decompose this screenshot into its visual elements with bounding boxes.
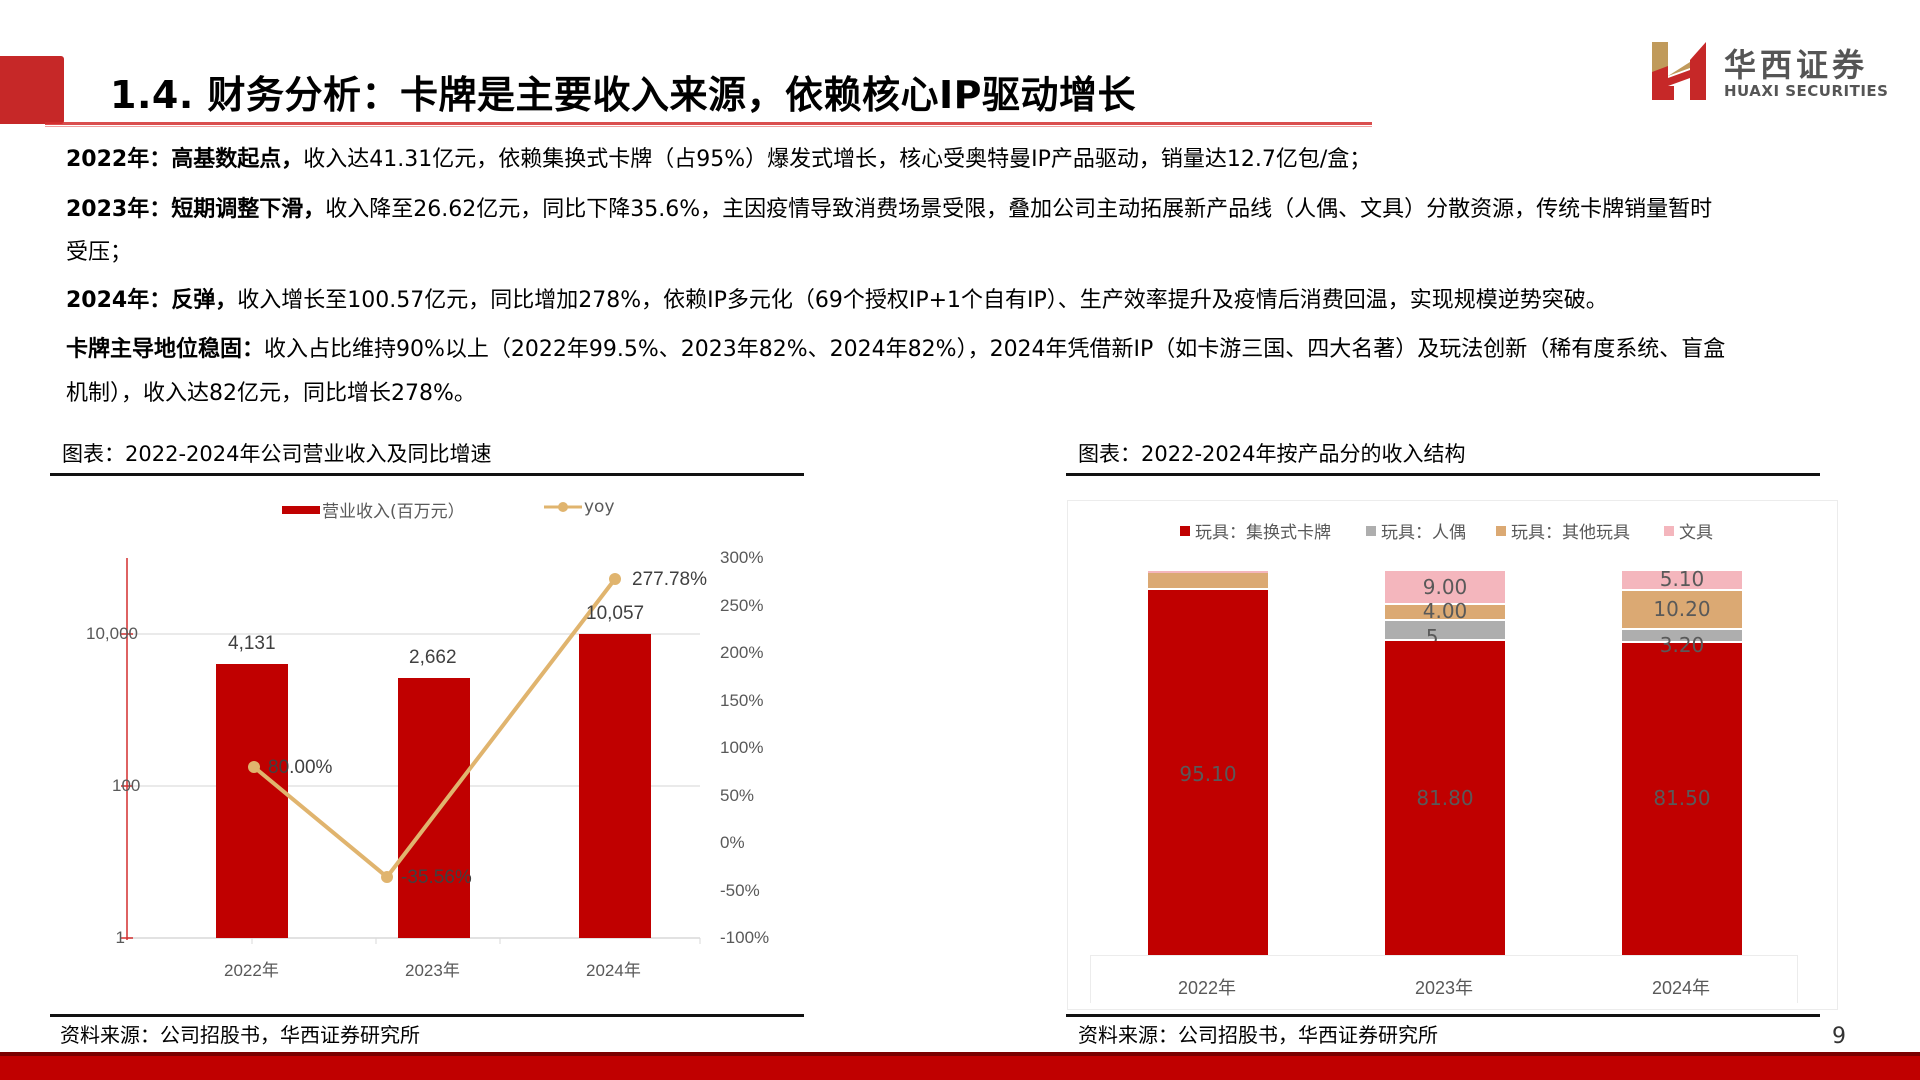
seg-label-2024-cards: 81.50 bbox=[1653, 786, 1711, 810]
seg-label-2024-stationery: 5.10 bbox=[1659, 567, 1705, 591]
paragraph-2022: 2022年：高基数起点，收入达41.31亿元，依赖集换式卡牌（占95%）爆发式增… bbox=[66, 147, 1371, 173]
seg-label-2022-cards: 95.10 bbox=[1179, 762, 1237, 786]
right-axis-tick: 200% bbox=[720, 643, 764, 662]
title-accent-block bbox=[0, 56, 64, 124]
legend-figures-label: 玩具：人偶 bbox=[1381, 523, 1466, 543]
right-axis-tick: -50% bbox=[720, 881, 760, 900]
bar-label-2023: 2,662 bbox=[409, 647, 457, 668]
right-axis-tick: 0% bbox=[720, 833, 745, 852]
right-axis-tick: -100% bbox=[720, 928, 770, 947]
legend-cards-swatch-icon bbox=[1180, 525, 1190, 536]
left-legend-revenue: 营业收入(百万元） bbox=[282, 497, 465, 522]
paragraph-2023-text: 收入降至26.62亿元，同比下降35.6%，主因疫情导致消费场景受限，叠加公司主… bbox=[325, 197, 1713, 222]
left-axis-tick: 10,000 bbox=[86, 624, 138, 643]
legend-figures-swatch-icon bbox=[1366, 525, 1376, 536]
paragraph-2023-heading: 2023年：短期调整下滑， bbox=[66, 197, 326, 222]
right-chart-frame bbox=[1067, 500, 1838, 1010]
seg-label-2024-figures: 3.20 bbox=[1659, 633, 1705, 657]
right-axis-tick: 250% bbox=[720, 596, 764, 615]
bar-2023 bbox=[398, 678, 470, 938]
paragraph-2023: 2023年：短期调整下滑，收入降至26.62亿元，同比下降35.6%，主因疫情导… bbox=[66, 197, 1712, 223]
legend-bar-swatch-icon bbox=[282, 505, 320, 514]
seg-label-2023-cards: 81.80 bbox=[1416, 786, 1474, 810]
paragraph-cards: 卡牌主导地位稳固：收入占比维持90%以上（2022年99.5%、2023年82%… bbox=[66, 337, 1725, 363]
logo-english-text: HUAXI SECURITIES bbox=[1724, 82, 1889, 100]
left-chart-bottom-rule bbox=[50, 1014, 804, 1017]
left-legend-yoy: yoy bbox=[544, 497, 615, 517]
right-axis-tick: 50% bbox=[720, 786, 755, 805]
stack-2022: 95.10 bbox=[1148, 571, 1268, 955]
right-legend-figures: 玩具：人偶 bbox=[1366, 518, 1466, 543]
huaxi-logo: 华西证券 HUAXI SECURITIES bbox=[1650, 40, 1890, 104]
paragraph-cards-cont: 机制），收入达82亿元，同比增长278%。 bbox=[66, 381, 476, 406]
bar-2024 bbox=[579, 634, 651, 938]
logo-chinese-text: 华西证券 bbox=[1724, 46, 1869, 84]
footer-band bbox=[0, 1052, 1920, 1080]
legend-stationery-swatch-icon bbox=[1664, 525, 1674, 536]
right-x-tick: 2022年 bbox=[1178, 978, 1237, 998]
left-chart-caption: 图表：2022-2024年公司营业收入及同比增速 bbox=[62, 442, 492, 466]
page-title: 1.4. 财务分析：卡牌是主要收入来源，依赖核心IP驱动增长 bbox=[110, 73, 1136, 117]
left-axis-tick: 1 bbox=[115, 928, 125, 947]
right-chart-bottom-rule bbox=[1066, 1014, 1820, 1017]
seg-label-2023-stationery: 9.00 bbox=[1422, 575, 1468, 599]
left-chart-source: 资料来源：公司招股书，华西证券研究所 bbox=[60, 1023, 420, 1047]
yoy-label-2022: 80.00% bbox=[268, 757, 333, 778]
right-axis-tick: 150% bbox=[720, 691, 764, 710]
left-x-tick: 2024年 bbox=[586, 961, 641, 980]
bar-label-2022: 4,131 bbox=[228, 633, 276, 654]
yoy-label-2024: 277.78% bbox=[632, 569, 708, 590]
yoy-label-2023: -35.56% bbox=[401, 867, 472, 888]
seg-label-2024-other: 10.20 bbox=[1653, 597, 1711, 621]
right-chart-top-rule bbox=[1066, 473, 1820, 476]
legend-cards-label: 玩具：集换式卡牌 bbox=[1195, 523, 1331, 543]
stack-2024: 5.10 10.20 3.20 81.50 bbox=[1622, 567, 1742, 955]
legend-revenue-label: 营业收入(百万元） bbox=[322, 502, 465, 522]
huaxi-h-icon bbox=[1652, 42, 1706, 100]
bar-label-2024: 10,057 bbox=[586, 603, 645, 624]
stack-2023: 9.00 4.00 5.... 81.80 bbox=[1385, 571, 1505, 955]
legend-yoy-label: yoy bbox=[584, 497, 615, 517]
right-legend-cards: 玩具：集换式卡牌 bbox=[1180, 518, 1331, 543]
bar-2022 bbox=[216, 664, 288, 938]
right-legend-other-toys: 玩具：其他玩具 bbox=[1496, 518, 1630, 543]
paragraph-2024-heading: 2024年：反弹， bbox=[66, 288, 238, 313]
page-number: 9 bbox=[1832, 1024, 1846, 1049]
right-x-tick: 2023年 bbox=[1415, 978, 1474, 998]
seg-label-2023-other: 4.00 bbox=[1422, 599, 1468, 623]
paragraph-2022-text: 收入达41.31亿元，依赖集换式卡牌（占95%）爆发式增长，核心受奥特曼IP产品… bbox=[303, 147, 1372, 172]
paragraph-2023-cont: 受压； bbox=[66, 240, 133, 265]
right-chart-source: 资料来源：公司招股书，华西证券研究所 bbox=[1078, 1023, 1438, 1047]
paragraph-2024-text: 收入增长至100.57亿元，同比增加278%，依赖IP多元化（69个授权IP+1… bbox=[237, 288, 1608, 313]
left-chart-plot bbox=[121, 558, 701, 944]
right-x-tick: 2024年 bbox=[1652, 978, 1711, 998]
left-x-tick: 2023年 bbox=[405, 961, 460, 980]
title-underline bbox=[45, 122, 1372, 125]
legend-line-swatch-icon bbox=[544, 502, 582, 512]
right-legend-stationery: 文具 bbox=[1664, 518, 1713, 543]
legend-stationery-label: 文具 bbox=[1679, 523, 1713, 543]
left-chart-top-rule bbox=[50, 473, 804, 476]
left-x-tick: 2022年 bbox=[224, 961, 279, 980]
right-chart-axis-frame bbox=[1090, 955, 1798, 1003]
paragraph-cards-text: 收入占比维持90%以上（2022年99.5%、2023年82%、2024年82%… bbox=[264, 337, 1726, 362]
paragraph-2022-heading: 2022年：高基数起点， bbox=[66, 147, 304, 172]
paragraph-cards-heading: 卡牌主导地位稳固： bbox=[66, 337, 265, 362]
left-axis-tick: 100 bbox=[112, 776, 141, 795]
title-underline-thin bbox=[45, 126, 1372, 127]
right-chart-caption: 图表：2022-2024年按产品分的收入结构 bbox=[1078, 442, 1466, 466]
right-axis-tick: 100% bbox=[720, 738, 764, 757]
right-axis-tick: 300% bbox=[720, 548, 764, 567]
paragraph-2024: 2024年：反弹，收入增长至100.57亿元，同比增加278%，依赖IP多元化（… bbox=[66, 288, 1608, 314]
legend-other-toys-swatch-icon bbox=[1496, 525, 1506, 536]
legend-other-toys-label: 玩具：其他玩具 bbox=[1511, 523, 1630, 543]
